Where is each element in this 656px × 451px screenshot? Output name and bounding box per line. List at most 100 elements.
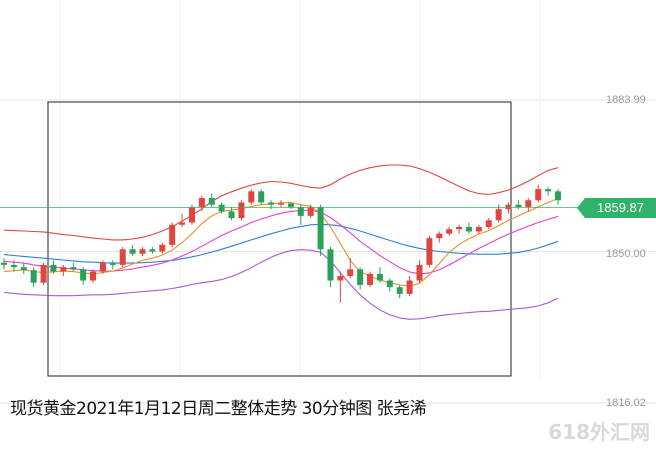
candle xyxy=(278,200,284,207)
candle-body xyxy=(109,262,116,265)
candle-body xyxy=(456,227,463,230)
candle-body xyxy=(90,271,97,281)
candle xyxy=(525,198,532,212)
candle xyxy=(357,267,364,290)
bollinger-lower-line xyxy=(3,249,559,320)
candle xyxy=(60,264,67,277)
ma-magenta-line xyxy=(3,209,559,275)
candle xyxy=(396,284,403,299)
candle-body xyxy=(159,244,166,252)
candle xyxy=(446,227,453,236)
candle-body xyxy=(416,264,423,281)
bollinger-upper-line xyxy=(3,164,559,241)
grid xyxy=(0,0,656,404)
candle-body xyxy=(327,249,334,281)
candle xyxy=(406,276,413,297)
candle xyxy=(307,204,314,219)
candle xyxy=(485,218,492,230)
current-price-badge: 1859.87 xyxy=(577,197,656,218)
candle xyxy=(109,260,116,270)
candles xyxy=(1,184,561,303)
candle xyxy=(248,189,255,205)
candle-body xyxy=(515,204,522,207)
candle xyxy=(159,242,166,254)
candle-body xyxy=(248,191,255,203)
candle-body xyxy=(287,203,294,207)
candle xyxy=(169,222,176,248)
candle xyxy=(218,202,225,214)
candle xyxy=(456,224,463,234)
candle xyxy=(297,204,304,225)
candle xyxy=(367,271,374,288)
candle-body xyxy=(238,202,245,219)
candle-body xyxy=(208,198,215,205)
ma-blue-line xyxy=(3,223,559,264)
candle-body xyxy=(485,220,492,228)
y-tick-label-mid: 1850.00 xyxy=(606,248,646,260)
candle xyxy=(179,213,186,228)
candle-body xyxy=(10,264,17,268)
candle-body xyxy=(169,224,176,245)
candle xyxy=(30,267,37,288)
candle xyxy=(475,224,482,234)
watermark: 618外汇网 xyxy=(548,420,650,444)
candle xyxy=(208,193,215,207)
candle xyxy=(258,189,265,205)
ma-orange-line xyxy=(3,197,559,287)
candle xyxy=(149,247,156,254)
candle xyxy=(535,184,542,203)
candle xyxy=(545,186,552,196)
candle xyxy=(426,235,433,268)
candle-body xyxy=(99,262,106,272)
candle xyxy=(129,244,136,256)
highlight-frame xyxy=(47,101,512,377)
candle xyxy=(70,262,77,272)
candle xyxy=(90,269,97,283)
candle-body xyxy=(198,198,205,207)
candle-body xyxy=(505,204,512,210)
candle-body xyxy=(535,189,542,201)
candle xyxy=(436,231,443,243)
y-tick-label-bottom: 1816.02 xyxy=(606,397,646,409)
candle xyxy=(10,260,17,272)
candle xyxy=(20,262,27,274)
candle-body xyxy=(465,227,472,232)
candle-body xyxy=(406,280,413,294)
candle xyxy=(99,260,106,274)
candle-body xyxy=(307,206,314,216)
candle-body xyxy=(268,202,275,205)
candle-body xyxy=(70,267,77,270)
candle-body xyxy=(525,200,532,207)
candle-body xyxy=(129,249,136,254)
candle-body xyxy=(80,269,87,281)
candle-body xyxy=(188,206,195,223)
candle xyxy=(505,202,512,214)
candle-body xyxy=(446,229,453,234)
candle-body xyxy=(396,287,403,294)
candle-body xyxy=(119,249,126,265)
candle-body xyxy=(20,267,27,271)
candle xyxy=(416,260,423,283)
candle xyxy=(188,204,195,225)
candle-body xyxy=(367,273,374,285)
candle xyxy=(287,202,294,210)
candle-body xyxy=(228,211,235,219)
candle xyxy=(139,247,146,256)
candle xyxy=(327,247,334,288)
candle xyxy=(337,271,344,303)
candle xyxy=(119,247,126,268)
candle-body xyxy=(40,264,47,283)
candle-body xyxy=(258,191,265,203)
candle xyxy=(198,195,205,212)
chart-caption: 现货黄金2021年1月12日周二整体走势 30分钟图 张尧浠 xyxy=(10,399,427,419)
candle-body xyxy=(50,264,57,272)
indicator-lines xyxy=(3,164,559,320)
candle-body xyxy=(357,269,364,285)
candle xyxy=(465,222,472,234)
candle xyxy=(50,260,57,274)
candle-body xyxy=(426,238,433,265)
y-tick-label-top: 1883.99 xyxy=(606,94,646,106)
candle xyxy=(1,258,7,270)
candle xyxy=(317,204,324,256)
